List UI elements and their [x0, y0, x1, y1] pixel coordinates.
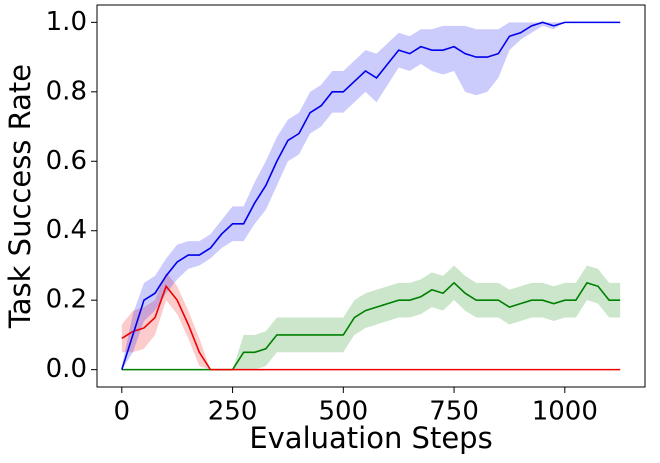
y-axis-label: Task Success Rate	[3, 64, 37, 329]
x-axis-label: Evaluation Steps	[249, 421, 492, 455]
confidence-band	[121, 272, 621, 370]
y-tick-label: 0.0	[46, 354, 87, 384]
series-line	[121, 284, 621, 371]
y-tick-label: 0.4	[46, 215, 87, 245]
plot-frame	[96, 4, 646, 388]
y-tick-label: 1.0	[46, 7, 87, 37]
x-tick-label: 500	[318, 397, 368, 427]
x-tick-label: 750	[429, 397, 479, 427]
y-tick-label: 0.2	[46, 285, 87, 315]
series-line	[121, 21, 621, 370]
y-tick-label: 0.8	[46, 76, 87, 106]
confidence-band	[121, 265, 621, 370]
x-tick-label: 1000	[532, 397, 598, 427]
x-tick-label: 0	[114, 397, 131, 427]
y-tick-label: 0.6	[46, 146, 87, 176]
x-tick-label: 250	[208, 397, 258, 427]
confidence-band	[121, 22, 621, 370]
series-line	[121, 281, 621, 371]
